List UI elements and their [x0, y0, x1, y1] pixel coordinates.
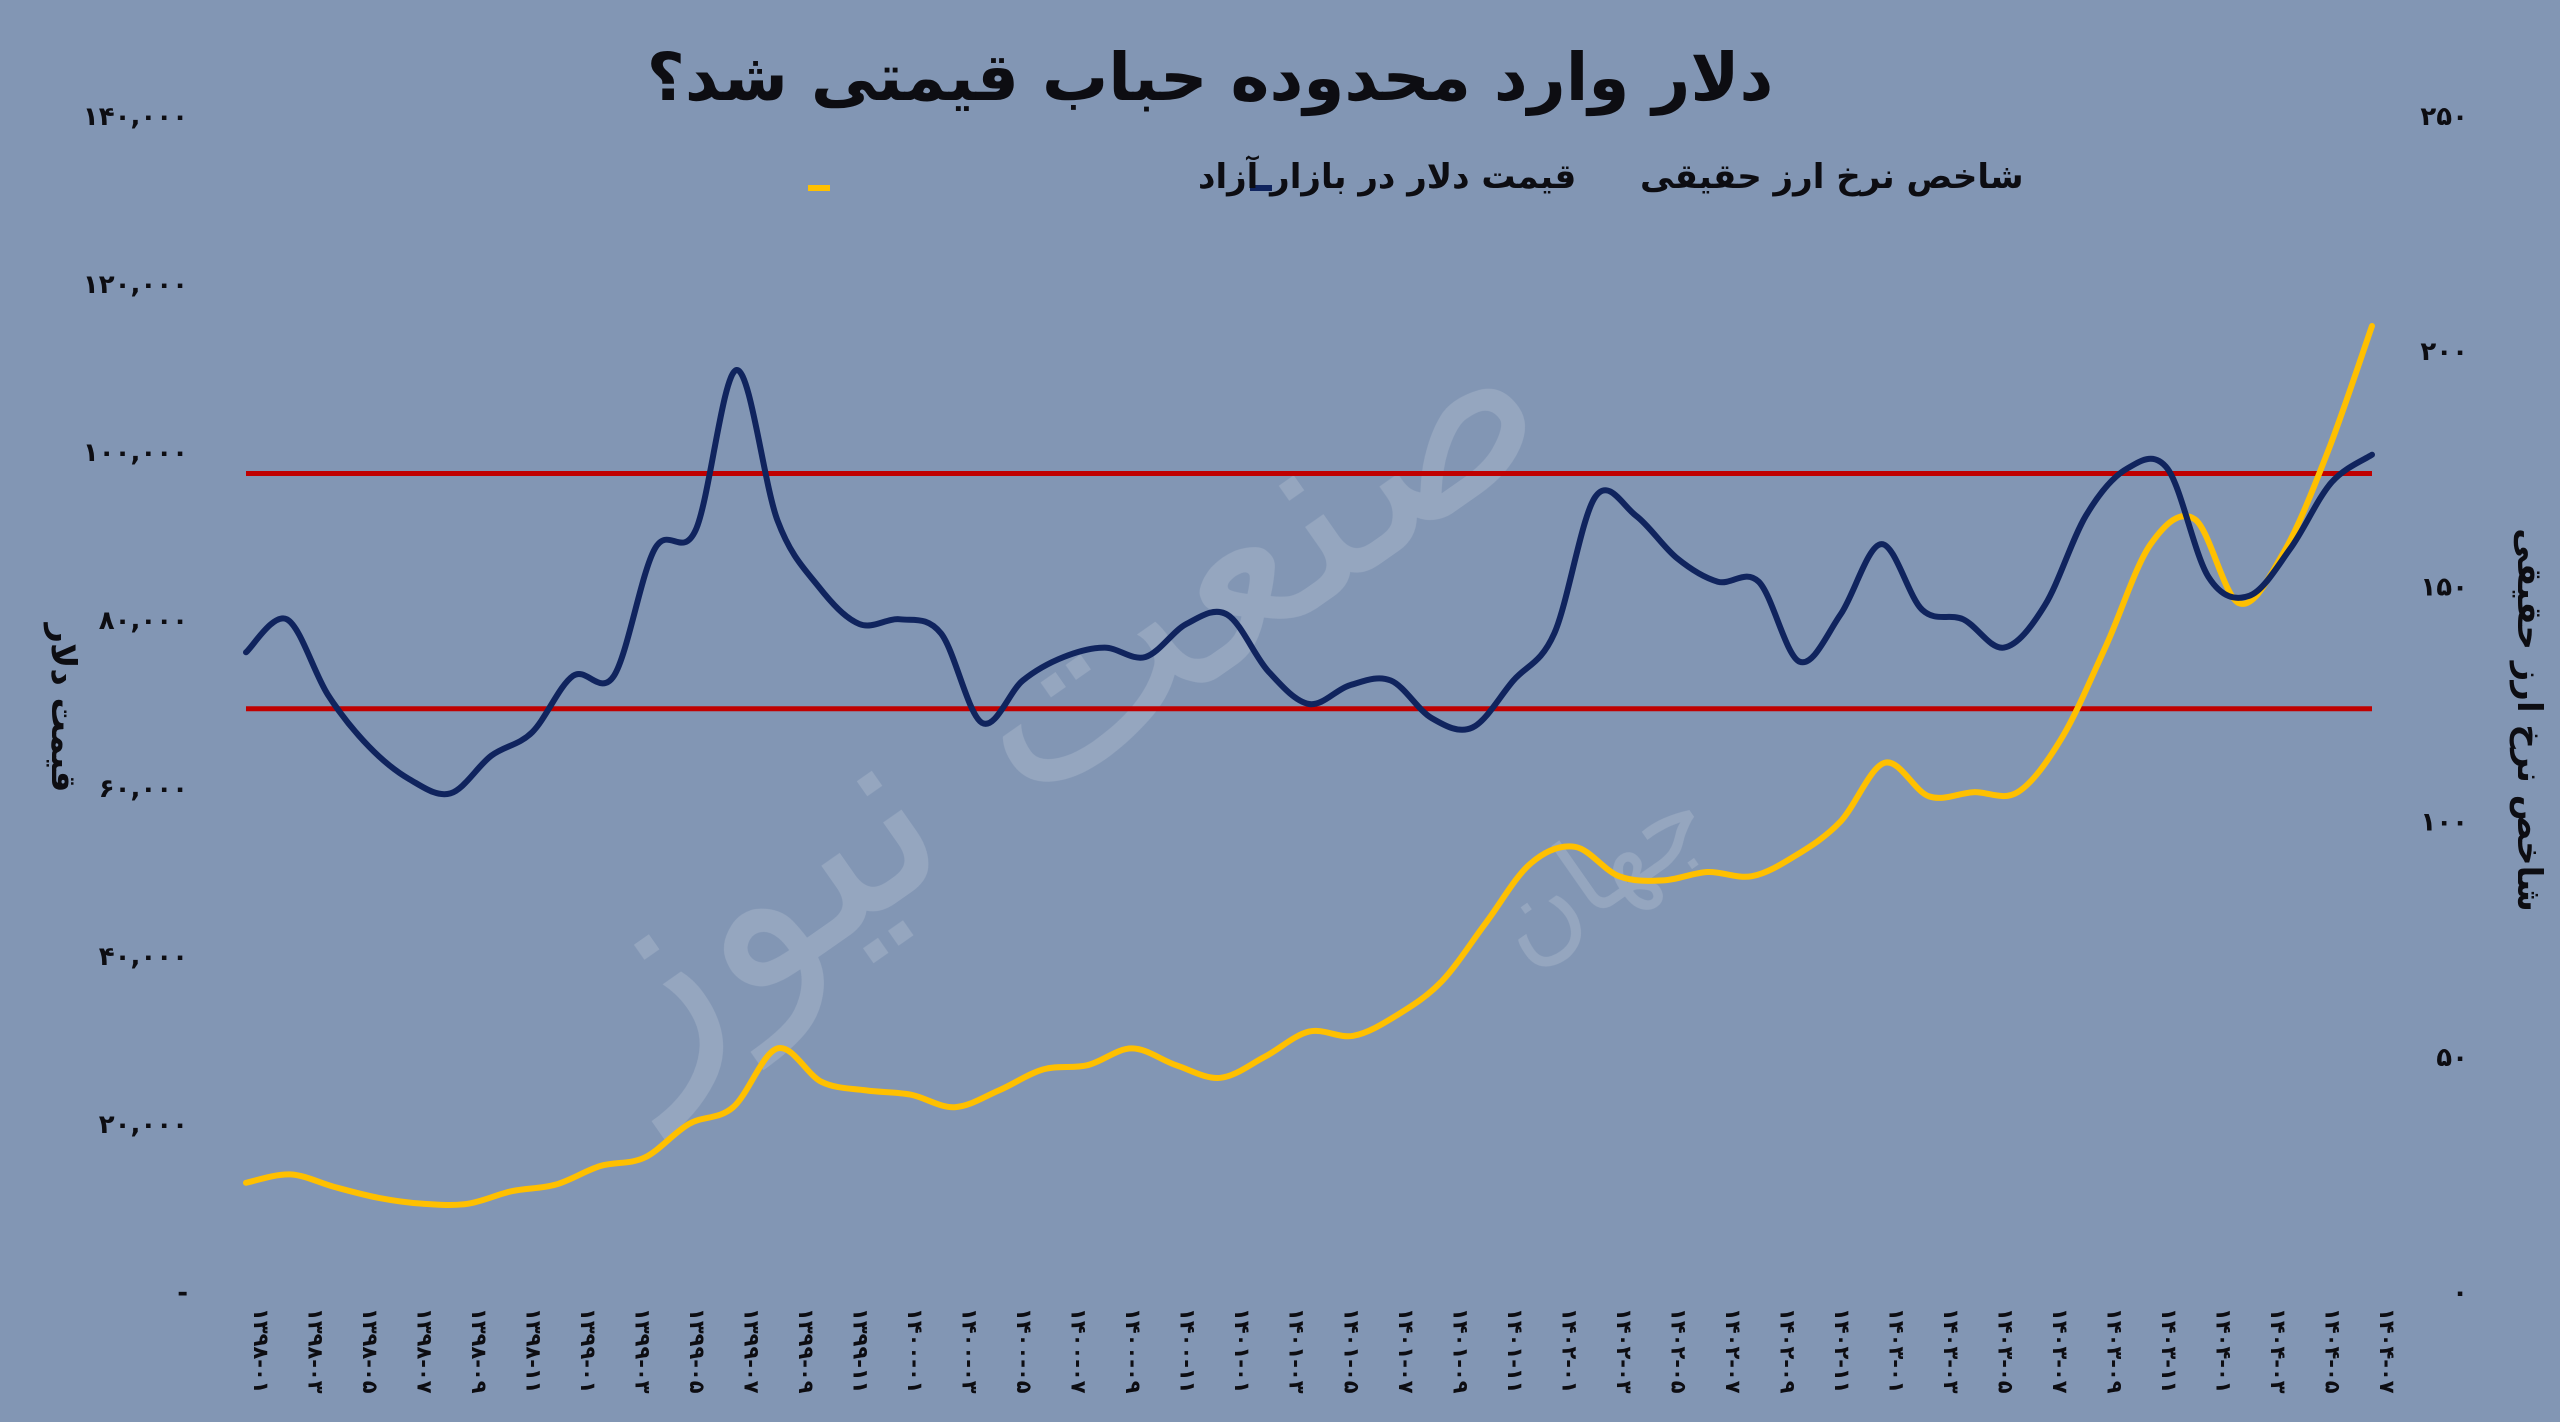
- x-tick-label: ۱۴۰۴-۰۵: [2320, 1308, 2344, 1394]
- x-tick-label: ۱۴۰۰-۱۱: [1176, 1308, 1200, 1394]
- x-tick-label: ۱۴۰۱-۰۱: [1230, 1308, 1254, 1394]
- x-tick-label: ۱۴۰۴-۰۷: [2375, 1308, 2399, 1394]
- x-tick-label: ۱۳۹۸-۰۳: [304, 1308, 328, 1394]
- x-axis-ticks: ۱۳۹۸-۰۱ ۱۳۹۸-۰۳ ۱۳۹۸-۰۵ ۱۳۹۸-۰۷ ۱۳۹۸-۰۹ ۱۳۹۸-…: [249, 1308, 2399, 1394]
- y-axis-right-ticks: ۲۵۰ ۲۰۰ ۱۵۰ ۱۰۰ ۵۰ ۰: [2420, 102, 2468, 1308]
- y-left-tick-label: ۱۴۰,۰۰۰: [83, 102, 188, 132]
- y-left-tick-label: ۶۰,۰۰۰: [99, 774, 188, 804]
- x-tick-label: ۱۴۰۳-۰۹: [2102, 1308, 2126, 1394]
- x-tick-label: ۱۳۹۸-۰۱: [249, 1308, 273, 1394]
- x-tick-label: ۱۳۹۸-۰۷: [413, 1308, 437, 1394]
- y-left-tick-label: ۲۰,۰۰۰: [99, 1110, 188, 1140]
- x-tick-label: ۱۴۰۲-۰۵: [1666, 1308, 1690, 1394]
- x-tick-label: ۱۳۹۹-۱۱: [849, 1308, 873, 1394]
- x-tick-label: ۱۴۰۲-۰۷: [1721, 1308, 1745, 1394]
- y-left-tick-label: ۴۰,۰۰۰: [99, 942, 188, 972]
- x-tick-label: ۱۴۰۱-۱۱: [1503, 1308, 1527, 1394]
- y-axis-left-ticks: ۱۴۰,۰۰۰ ۱۲۰,۰۰۰ ۱۰۰,۰۰۰ ۸۰,۰۰۰ ۶۰,۰۰۰ ۴۰,۰۰۰ ۲…: [83, 102, 188, 1308]
- y-right-tick-label: ۱۵۰: [2420, 572, 2468, 602]
- chart-title: دلار وارد محدوده حباب قیمتی شد؟: [647, 39, 1774, 117]
- reference-lines: [246, 471, 2372, 712]
- watermark-sub-text: جهان: [1466, 750, 1731, 989]
- x-tick-label: ۱۴۰۳-۰۷: [2048, 1308, 2072, 1394]
- x-tick-label: ۱۴۰۱-۰۳: [1285, 1308, 1309, 1394]
- x-tick-label: ۱۴۰۰-۰۵: [1012, 1308, 1036, 1394]
- y-left-tick-label: ۸۰,۰۰۰: [99, 606, 188, 636]
- x-tick-label: ۱۴۰۲-۰۳: [1612, 1308, 1636, 1394]
- x-tick-label: ۱۴۰۴-۰۱: [2211, 1308, 2235, 1394]
- legend-label-price: قیمت دلار در بازار آزاد: [1198, 155, 1576, 197]
- x-tick-label: ۱۴۰۲-۰۹: [1775, 1308, 1799, 1394]
- y-left-tick-label: -: [177, 1278, 188, 1308]
- x-tick-label: ۱۴۰۲-۱۱: [1830, 1308, 1854, 1394]
- x-tick-label: ۱۴۰۰-۰۹: [1121, 1308, 1145, 1394]
- x-tick-label: ۱۳۹۸-۰۹: [467, 1308, 491, 1394]
- x-tick-label: ۱۴۰۰-۰۱: [903, 1308, 927, 1394]
- watermark: صنعت نیوز جهان: [496, 246, 1731, 1140]
- x-tick-label: ۱۴۰۰-۰۳: [958, 1308, 982, 1394]
- x-tick-label: ۱۳۹۹-۰۵: [685, 1308, 709, 1394]
- legend: شاخص نرخ ارز حقیقی قیمت دلار در بازار آز…: [808, 155, 2024, 197]
- x-tick-label: ۱۴۰۲-۰۱: [1557, 1308, 1581, 1394]
- x-tick-label: ۱۳۹۹-۰۳: [631, 1308, 655, 1394]
- y-left-tick-label: ۱۲۰,۰۰۰: [83, 270, 188, 300]
- y-right-tick-label: ۰: [2452, 1278, 2468, 1308]
- x-tick-label: ۱۴۰۱-۰۵: [1339, 1308, 1363, 1394]
- y-right-tick-label: ۲۰۰: [2420, 337, 2468, 367]
- x-tick-label: ۱۳۹۹-۰۱: [576, 1308, 600, 1394]
- x-tick-label: ۱۴۰۳-۰۱: [1884, 1308, 1908, 1394]
- series-lines: [243, 323, 2375, 1208]
- y-left-tick-label: ۱۰۰,۰۰۰: [83, 438, 188, 468]
- y-right-tick-label: ۱۰۰: [2420, 808, 2468, 838]
- y-right-tick-label: ۲۵۰: [2420, 102, 2468, 132]
- y-axis-left-label: قیمت دلار: [43, 621, 83, 792]
- x-tick-label: ۱۴۰۱-۰۹: [1448, 1308, 1472, 1394]
- legend-label-rer: شاخص نرخ ارز حقیقی: [1640, 157, 2024, 197]
- watermark-main-text: صنعت نیوز: [496, 246, 1598, 1140]
- x-tick-label: ۱۳۹۹-۰۷: [740, 1308, 764, 1394]
- x-tick-label: ۱۴۰۰-۰۷: [1067, 1308, 1091, 1394]
- x-tick-label: ۱۴۰۳-۰۵: [1993, 1308, 2017, 1394]
- x-tick-label: ۱۳۹۹-۰۹: [794, 1308, 818, 1394]
- x-tick-label: ۱۴۰۱-۰۷: [1394, 1308, 1418, 1394]
- price-series-line: [243, 323, 2375, 1208]
- y-axis-right-label: شاخص نرخ ارز حقیقی: [2509, 528, 2549, 912]
- x-tick-label: ۱۴۰۳-۰۳: [1939, 1308, 1963, 1394]
- x-tick-label: ۱۳۹۸-۱۱: [522, 1308, 546, 1394]
- x-tick-label: ۱۴۰۳-۱۱: [2157, 1308, 2181, 1394]
- rer-series-line: [243, 367, 2375, 798]
- y-right-tick-label: ۵۰: [2436, 1043, 2468, 1073]
- x-tick-label: ۱۳۹۸-۰۵: [358, 1308, 382, 1394]
- x-tick-label: ۱۴۰۴-۰۳: [2266, 1308, 2290, 1394]
